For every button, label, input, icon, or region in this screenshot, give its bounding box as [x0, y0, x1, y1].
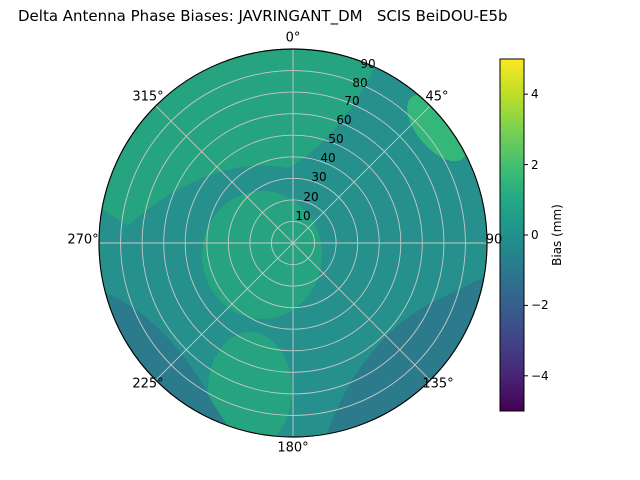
radial-tick-label-70: 70 — [344, 94, 360, 108]
radial-tick-label-20: 20 — [303, 190, 319, 204]
polar-grid — [99, 49, 487, 437]
colorbar-tick-label-4: 4 — [531, 87, 539, 101]
colorbar-ticks — [524, 93, 528, 377]
chart-title: Delta Antenna Phase Biases: JAVRINGANT_D… — [18, 7, 508, 25]
angular-tick-label-90: 90 — [485, 232, 503, 248]
angular-tick-label-135: 135° — [422, 376, 454, 392]
radial-tick-label-10: 10 — [295, 209, 311, 223]
radial-tick-label-60: 60 — [336, 113, 352, 127]
angular-tick-label-225: 225° — [132, 376, 164, 392]
colorbar — [499, 58, 525, 412]
angular-tick-label-270: 270° — [67, 232, 99, 248]
colorbar-tick-label-2: 2 — [531, 158, 539, 172]
contour-band-bright — [407, 94, 467, 162]
colorbar-axis-label: Bias (mm) — [550, 204, 564, 266]
radial-tick-label-90: 90 — [360, 57, 376, 71]
radial-tick-label-80: 80 — [352, 76, 368, 90]
polar-outline — [98, 48, 488, 438]
colorbar-tick-label-0: 0 — [531, 228, 539, 242]
angular-tick-label-315: 315° — [132, 89, 164, 105]
radial-tick-label-40: 40 — [320, 151, 336, 165]
colorbar-tick-label-neg4: −4 — [531, 369, 549, 383]
angular-tick-label-45: 45° — [425, 89, 449, 105]
colorbar-tick-label-neg2: −2 — [531, 298, 549, 312]
contour-band-high-center — [202, 191, 322, 319]
radial-tick-label-30: 30 — [311, 170, 327, 184]
contour-band-low-bottom-left — [106, 293, 227, 425]
radial-tick-label-50: 50 — [328, 132, 344, 146]
angular-tick-label-180: 180° — [277, 440, 309, 456]
angular-tick-label-0: 0° — [285, 30, 301, 46]
contour-band-high-bottom — [208, 332, 292, 437]
